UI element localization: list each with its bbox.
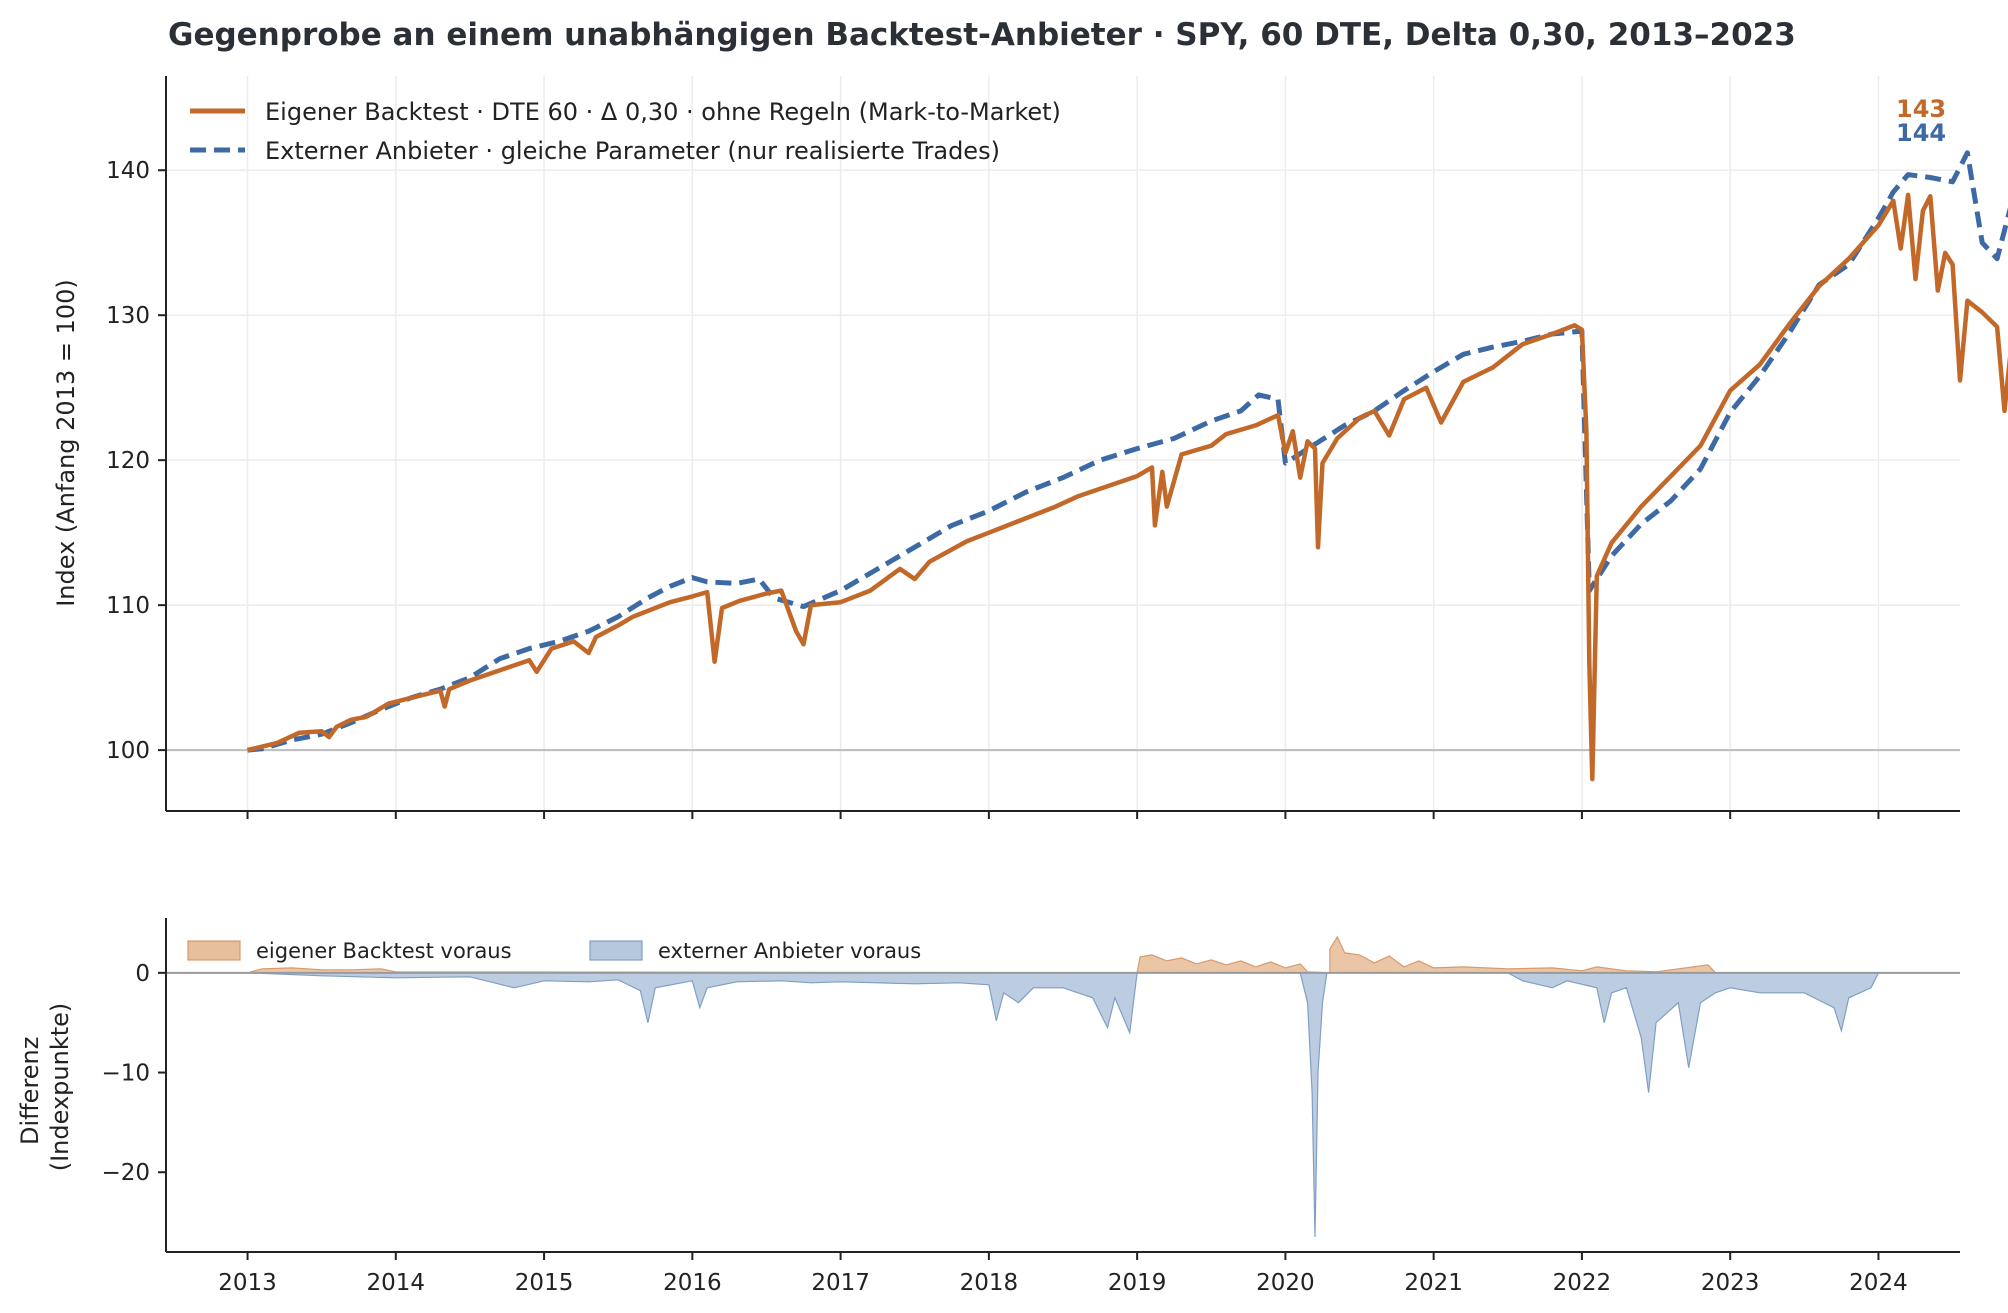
- bottom-y-tick-label: −10: [101, 1061, 150, 1087]
- bottom-y-tick-label: 0: [135, 961, 150, 987]
- legend-label: Externer Anbieter · gleiche Parameter (n…: [265, 137, 1000, 165]
- legend-swatch: [187, 940, 241, 961]
- x-tick-label: 2018: [960, 1270, 1019, 1296]
- top-y-tick-label: 130: [106, 303, 150, 329]
- bottom-y-axis-label-line-1: Differenz: [16, 1037, 44, 1145]
- x-tick-label: 2019: [1108, 1270, 1167, 1296]
- top-y-tick-label: 110: [106, 593, 150, 619]
- x-tick-label: 2021: [1404, 1270, 1463, 1296]
- legend-swatch: [589, 940, 643, 961]
- x-tick-label: 2015: [515, 1270, 574, 1296]
- bottom-axes: 0 −10 −20 2013 2014 2015 2016 2017 2018 2019 2020 2…: [101, 918, 1960, 1296]
- series-line-own-backtest: [246, 192, 2008, 782]
- x-tick-label: 2022: [1553, 1270, 1612, 1296]
- bottom-series-group: [166, 935, 1960, 1238]
- area-external-provider-ahead: [247, 972, 1880, 1238]
- top-y-tick-label: 100: [106, 738, 150, 764]
- top-legend: Eigener Backtest · DTE 60 · Δ 0,30 · ohn…: [190, 98, 1061, 165]
- bottom-y-tick-label: −20: [101, 1160, 150, 1186]
- chart-title: Gegenprobe an einem unabhängigen Backtes…: [168, 17, 1796, 53]
- bottom-y-axis-label-line-2: (Indexpunkte): [46, 1003, 74, 1172]
- top-grid: [166, 76, 1960, 811]
- legend-label: externer Anbieter voraus: [658, 939, 921, 963]
- bottom-y-axis-label: Differenz (Indexpunkte): [16, 1003, 74, 1172]
- x-tick-label: 2023: [1701, 1270, 1760, 1296]
- top-y-axis-label: Index (Anfang 2013 = 100): [52, 279, 80, 607]
- top-y-tick-label: 120: [106, 448, 150, 474]
- x-tick-label: 2024: [1849, 1270, 1908, 1296]
- x-tick-label: 2016: [663, 1270, 722, 1296]
- series-end-label: 144: [1896, 119, 1946, 147]
- x-tick-label: 2013: [218, 1270, 277, 1296]
- top-y-tick-label: 140: [106, 158, 150, 184]
- series-line-external-provider: [247, 150, 2008, 753]
- legend-label: eigener Backtest voraus: [256, 939, 512, 963]
- bottom-legend: eigener Backtest voraus externer Anbieter…: [187, 939, 921, 963]
- top-series-group: [246, 150, 2008, 782]
- x-tick-label: 2017: [811, 1270, 870, 1296]
- legend-label: Eigener Backtest · DTE 60 · Δ 0,30 · ohn…: [265, 98, 1061, 126]
- x-tick-label: 2020: [1256, 1270, 1315, 1296]
- top-axes: 100 110 120 130 140: [106, 76, 1960, 819]
- series-end-label: 143: [1896, 95, 1946, 123]
- x-tick-label: 2014: [367, 1270, 426, 1296]
